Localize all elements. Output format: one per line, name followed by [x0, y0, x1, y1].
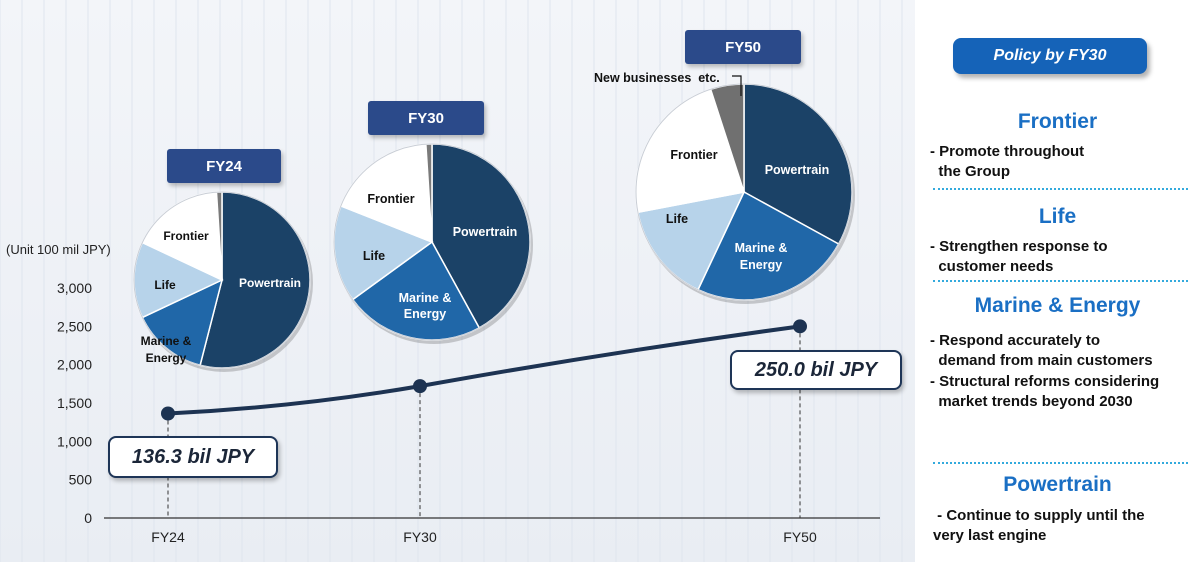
- pie-label-powertrain: Powertrain: [453, 225, 518, 239]
- pie-label-powertrain: Powertrain: [765, 163, 830, 177]
- section-item-life: - Strengthen response to customer needs: [930, 238, 1108, 275]
- series-line: [167, 324, 801, 416]
- pie-label-new-businesses: New businesses etc.: [594, 71, 720, 85]
- pie-label-frontier: Frontier: [670, 148, 717, 162]
- pie-label-powertrain: Powertrain: [239, 276, 301, 290]
- section-item-frontier: - Promote throughout the Group: [930, 143, 1085, 180]
- pie-label-marine-energy: Marine & Energy: [141, 334, 192, 365]
- section-item-marine-energy-1: - Respond accurately to demand from main…: [930, 332, 1153, 369]
- data-point: [413, 379, 427, 394]
- pie-label-frontier: Frontier: [367, 192, 414, 206]
- policy-panel: Policy by FY30 Frontier - Promote throug…: [915, 0, 1200, 562]
- pie-title-fy24: FY24: [167, 149, 281, 183]
- divider: [933, 280, 1188, 282]
- y-tick-label: 1,000: [57, 433, 92, 449]
- data-point: [793, 319, 807, 334]
- pie-outline: [133, 191, 311, 369]
- section-item-marine-energy-2: - Structural reforms considering market …: [930, 373, 1160, 410]
- divider: [933, 188, 1188, 190]
- y-tick-label: 2,500: [57, 318, 92, 334]
- value-label-fy50: 250.0 bil JPY: [730, 350, 902, 390]
- x-tick-label: FY50: [783, 529, 817, 545]
- policy-title: Policy by FY30: [953, 38, 1147, 74]
- pie-label-marine-energy: Marine & Energy: [399, 291, 452, 321]
- pie-label-life: Life: [154, 278, 176, 292]
- pie-outline: [333, 143, 531, 341]
- pie-label-frontier: Frontier: [163, 229, 209, 243]
- callout-line: [732, 75, 742, 96]
- pie-title-fy30: FY30: [368, 101, 484, 135]
- divider: [933, 462, 1188, 464]
- section-title-marine-energy: Marine & Energy: [974, 294, 1141, 317]
- section-title-frontier: Frontier: [1017, 110, 1098, 133]
- y-tick-label: 1,500: [57, 395, 92, 411]
- y-tick-label: 0: [84, 510, 92, 526]
- unit-label: (Unit 100 mil JPY): [6, 242, 111, 257]
- pie-title-fy50: FY50: [685, 30, 801, 64]
- data-point: [161, 406, 175, 421]
- pie-label-life: Life: [363, 249, 385, 263]
- section-title-powertrain: Powertrain: [1003, 473, 1112, 496]
- value-label-fy24: 136.3 bil JPY: [108, 436, 278, 478]
- pie-label-life: Life: [666, 212, 688, 226]
- x-tick-label: FY24: [151, 529, 185, 545]
- y-tick-label: 500: [69, 472, 93, 488]
- section-item-powertrain: - Continue to supply until the very last…: [933, 507, 1145, 544]
- y-tick-label: 3,000: [57, 280, 92, 296]
- y-tick-label: 2,000: [57, 357, 92, 373]
- pie-label-marine-energy: Marine & Energy: [735, 241, 788, 272]
- x-tick-label: FY30: [403, 529, 437, 545]
- section-title-life: Life: [1038, 205, 1077, 228]
- pie-outline: [635, 83, 853, 301]
